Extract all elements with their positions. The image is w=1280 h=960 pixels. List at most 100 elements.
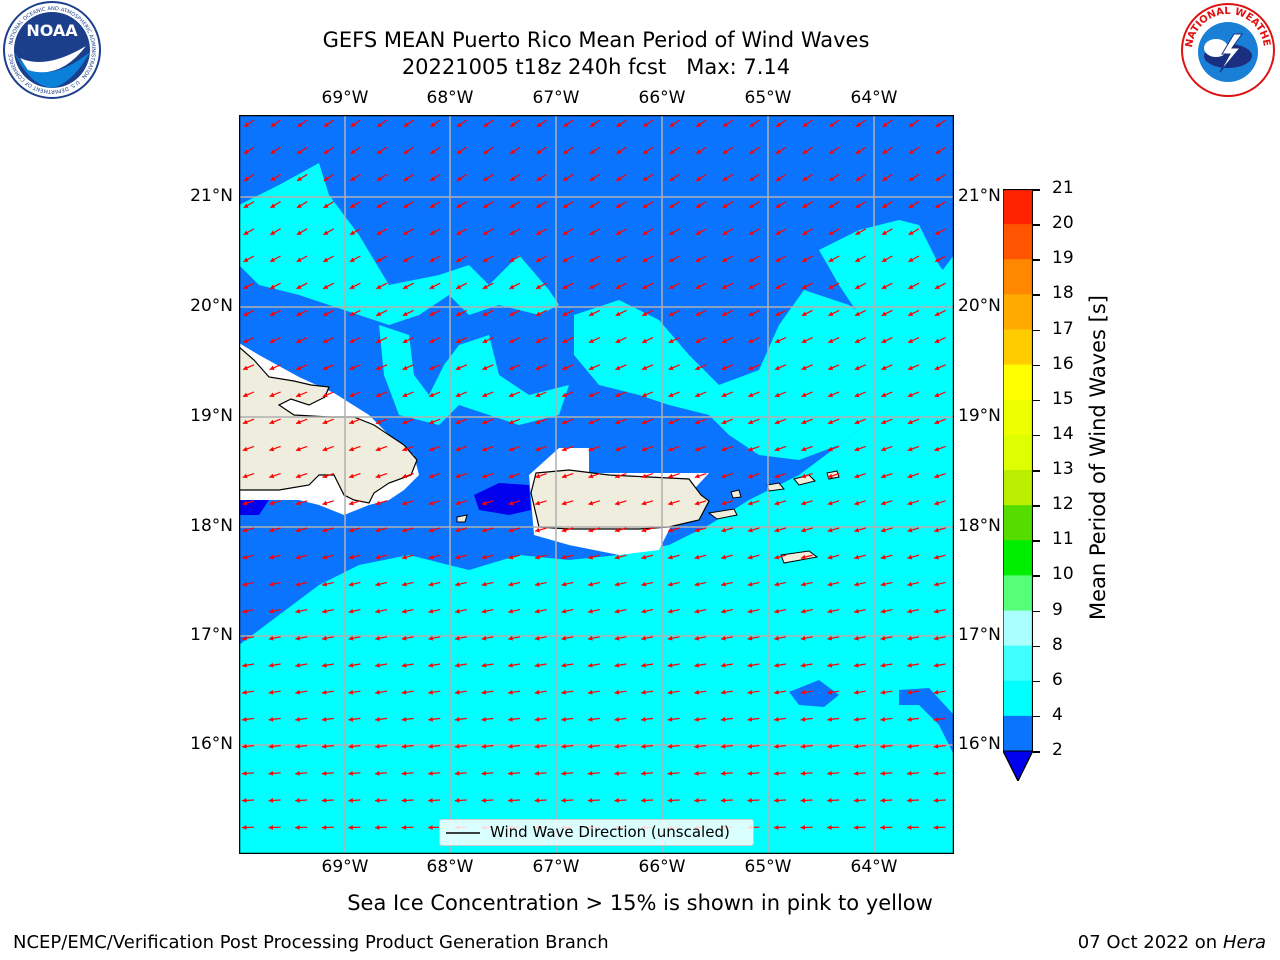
- wind-vector: [374, 825, 388, 830]
- wind-vector: [802, 119, 813, 128]
- wind-vector: [481, 798, 494, 803]
- wind-vector: [694, 581, 707, 587]
- wind-vector: [828, 146, 840, 155]
- wind-vector: [587, 635, 600, 641]
- wind-vector: [296, 309, 308, 317]
- lon-label-bottom: 68°W: [426, 857, 474, 877]
- wind-vector: [722, 119, 734, 128]
- wind-vector: [720, 743, 733, 749]
- wind-vector: [269, 473, 281, 479]
- wind-vector: [587, 743, 600, 749]
- wind-vector: [640, 798, 654, 803]
- colorbar-segment: [1003, 224, 1033, 260]
- wind-vector: [616, 119, 627, 128]
- wind-vector: [933, 825, 946, 830]
- lon-label-top: 69°W: [321, 88, 369, 108]
- wind-vector: [374, 798, 388, 803]
- wind-vector: [853, 825, 866, 830]
- wind-vector: [270, 119, 281, 128]
- wind-vector: [694, 527, 707, 533]
- wind-vector: [295, 364, 308, 371]
- wind-vector: [481, 418, 494, 425]
- colorbar-tick-label: 18: [1052, 283, 1074, 304]
- footer-credit: NCEP/EMC/Verification Post Processing Pr…: [13, 932, 609, 953]
- wind-vector: [747, 689, 760, 695]
- wind-vector: [933, 527, 946, 533]
- wind-vector: [561, 500, 574, 506]
- colorbar-tick-mark: [1033, 715, 1040, 718]
- wind-vector: [933, 771, 946, 776]
- wind-vector: [695, 228, 707, 236]
- lat-label-left: 18°N: [190, 516, 233, 536]
- wind-vector: [667, 771, 680, 776]
- wind-vector: [827, 608, 840, 614]
- wind-vector: [828, 173, 840, 182]
- wind-vector: [348, 418, 361, 425]
- wind-vector: [268, 581, 281, 587]
- wind-vector: [348, 445, 361, 452]
- wind-vector: [456, 146, 468, 155]
- wind-vector: [455, 309, 468, 317]
- wind-vector: [403, 201, 414, 209]
- wind-vector: [428, 391, 441, 398]
- wind-vector: [482, 391, 494, 398]
- wind-vector: [588, 282, 601, 290]
- wind-vector: [268, 662, 281, 668]
- wind-vector: [241, 825, 255, 830]
- wind-vector: [695, 173, 707, 182]
- wind-vector: [482, 282, 494, 290]
- wind-vector: [562, 337, 574, 344]
- wind-vector: [667, 716, 680, 722]
- wind-vector: [535, 337, 547, 344]
- wind-vector: [747, 527, 760, 533]
- wind-vector: [349, 391, 361, 398]
- wind-vector: [881, 255, 893, 263]
- colorbar-tick-label: 8: [1052, 634, 1063, 655]
- wind-vector: [508, 554, 521, 560]
- wind-vector: [270, 201, 281, 209]
- wind-vector: [562, 282, 574, 290]
- wind-vector: [721, 337, 734, 344]
- wind-vector: [933, 798, 946, 803]
- wind-vector: [694, 689, 707, 695]
- wind-vector: [747, 473, 760, 479]
- wind-vector: [508, 716, 521, 722]
- wind-vector: [880, 771, 893, 776]
- wind-vector: [296, 228, 308, 236]
- wind-vector: [881, 309, 893, 317]
- wind-wave-period-map: [238, 114, 955, 855]
- colorbar-label-wrapper: Mean Period of Wind Waves [s]: [948, 295, 1248, 620]
- wind-vector: [321, 825, 334, 830]
- wind-vector: [748, 309, 760, 317]
- wind-vector: [507, 798, 521, 803]
- wind-vector: [747, 581, 760, 587]
- wind-vector: [935, 201, 946, 209]
- wind-vector: [456, 119, 468, 128]
- wind-vector: [747, 500, 760, 506]
- wind-vector: [614, 798, 627, 803]
- noaa-logo-text: NOAA: [26, 21, 78, 40]
- wind-vector: [295, 608, 308, 614]
- wind-vector: [269, 391, 281, 398]
- wind-vector: [268, 608, 281, 614]
- wind-vector: [668, 391, 680, 398]
- wind-vector: [907, 309, 920, 317]
- wind-vector: [561, 554, 574, 560]
- wind-vector: [827, 554, 840, 560]
- legend-line-swatch: [446, 832, 480, 834]
- wind-vector: [402, 337, 414, 344]
- wind-vector: [429, 228, 441, 236]
- wind-vector: [321, 743, 334, 749]
- sea-ice-note: Sea Ice Concentration > 15% is shown in …: [0, 891, 1280, 915]
- wind-vector: [428, 364, 441, 371]
- wind-vector: [243, 201, 255, 209]
- wind-vector: [561, 445, 574, 452]
- wind-vector: [720, 635, 733, 641]
- wind-vector: [720, 798, 733, 803]
- wind-vector: [906, 825, 920, 830]
- wind-vector: [561, 418, 574, 425]
- wind-vector: [322, 527, 334, 533]
- wind-vector: [747, 418, 760, 425]
- wind-vector: [429, 309, 441, 317]
- wind-vector: [242, 608, 255, 614]
